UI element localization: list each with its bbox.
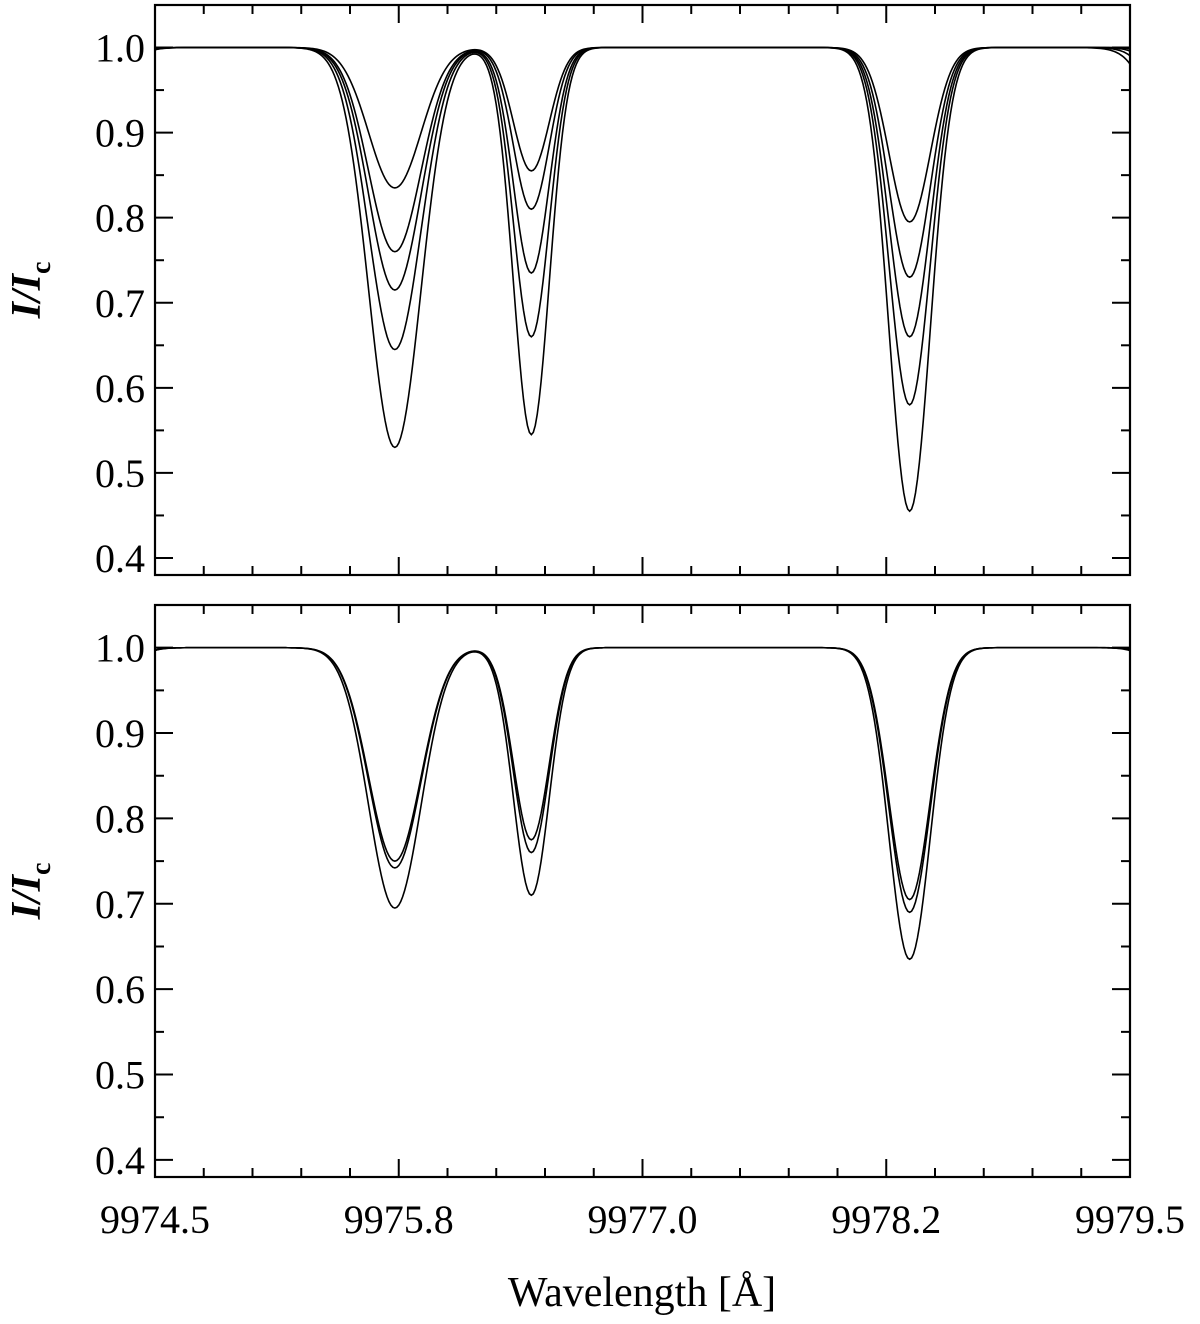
y-tick-label: 0.7 [95,281,145,326]
x-tick-label: 9979.5 [1075,1197,1185,1242]
x-tick-label: 9977.0 [588,1197,698,1242]
spectrum-curve-5 [154,46,1131,513]
plot-frame [153,603,1132,1179]
y-tick-label: 0.4 [95,536,145,581]
y-tick-label: 0.9 [95,711,145,756]
y-tick-label: 0.7 [95,882,145,927]
spectrum-curve-3 [154,646,1131,961]
y-tick-label: 1.0 [95,626,145,671]
y-tick-label: 0.9 [95,111,145,156]
x-axis-title: Wavelength [Å] [508,1270,776,1316]
y-tick-label: 0.8 [95,196,145,241]
y-tick-label: 1.0 [95,26,145,71]
top-panel: 1.0 0.9 0.8 0.7 0.6 0.5 0.4 I/Ic [4,3,1132,581]
y-tick-label: 0.5 [95,1053,145,1098]
x-tick-label: 9974.5 [100,1197,210,1242]
y-tick-label: 0.6 [95,967,145,1012]
y-axis-title: I/Ic [4,863,57,921]
spectrum-curve-2 [154,646,1131,914]
y-tick-label: 0.4 [95,1138,145,1183]
spectrum-curve-1 [154,46,1131,223]
plot-frame [153,3,1132,577]
x-tick-label: 9978.2 [831,1197,941,1242]
spectrum-curve-4 [154,46,1131,406]
y-axis-title: I/Ic [4,262,57,320]
spectrum-curve-1 [154,646,1131,901]
spectrum-curve-3 [154,46,1131,338]
y-tick-label: 0.6 [95,366,145,411]
x-tick-label: 9975.8 [344,1197,454,1242]
y-tick-label: 0.5 [95,451,145,496]
bottom-panel: 1.0 0.9 0.8 0.7 0.6 0.5 0.4 9974.5 9975.8 9977.0 9… [4,603,1185,1242]
spectrum-curve-2 [154,46,1131,279]
y-tick-label: 0.8 [95,796,145,841]
